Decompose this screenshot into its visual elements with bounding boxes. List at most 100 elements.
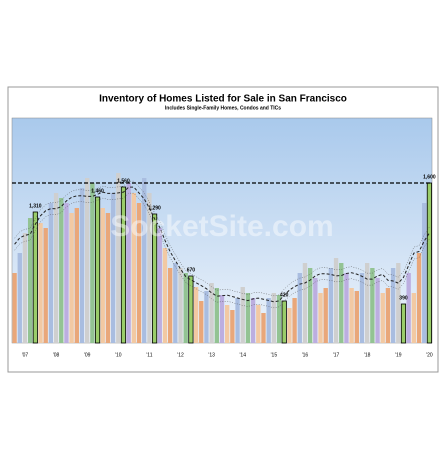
bar [359,273,365,343]
bar [142,178,147,343]
bar [411,293,417,343]
data-label: 1,600 [423,174,436,180]
bar [235,298,240,343]
bar [313,278,318,343]
bar [167,268,173,343]
bar [131,193,137,343]
x-tick-label: '07 [22,352,29,358]
bar [59,198,64,343]
bar [302,263,308,343]
bar [426,182,432,344]
data-label: 1,560 [117,178,130,184]
bar [354,291,359,343]
bar [416,253,422,343]
data-label: 390 [399,295,408,301]
x-tick-label: '18 [364,352,371,358]
bar [250,298,256,343]
bar [297,273,302,343]
bar [370,268,375,343]
x-tick-label: '13 [208,352,215,358]
bar [422,203,427,343]
chart-title: Inventory of Homes Listed for Sale in Sa… [99,94,347,105]
bar [162,248,168,343]
bar [339,263,344,343]
bar [365,263,370,343]
bar [110,193,116,343]
x-tick-label: '11 [146,352,152,358]
bar [333,258,339,343]
data-label: 1,460 [91,188,104,194]
bar [85,178,90,343]
bar [400,303,407,344]
bar [116,173,121,343]
bar [188,275,194,344]
bar [307,268,313,343]
x-tick-label: '20 [426,352,433,358]
bar [173,263,178,343]
trend-line [14,186,430,303]
watermark: SocketSite.com [110,210,333,243]
bar [53,193,59,343]
bar [287,308,292,343]
x-tick-label: '17 [333,352,340,358]
bar [22,233,28,343]
bar [328,268,334,343]
x-tick-label: '12 [177,352,184,358]
bar [406,273,411,343]
bar [105,213,111,343]
bar [193,287,199,343]
bar [204,291,209,343]
x-tick-label: '14 [239,352,246,358]
bar [245,293,251,343]
bar [318,293,323,343]
bar [32,211,38,344]
chart-subtitle: Includes Single-Family Homes, Condos and… [165,105,281,111]
bar [38,223,43,343]
bar [266,298,271,343]
trend-band [14,180,430,297]
x-tick-label: '15 [271,352,278,358]
bar [209,283,214,343]
bar [323,288,328,343]
bar [178,268,183,343]
bar [225,305,230,343]
bar [48,203,54,343]
bar [74,208,79,343]
bar [349,288,354,343]
bar [271,293,277,343]
bar [344,273,349,343]
bar [380,293,385,343]
bar [261,313,266,343]
bar [120,186,127,344]
bar [214,288,219,343]
bar [147,193,152,343]
bar [157,228,162,343]
bar [183,273,188,343]
bar [276,295,282,343]
bar [240,287,245,343]
bar [256,305,261,343]
bar [126,183,131,343]
bar [390,268,396,343]
x-tick-label: '10 [115,352,122,358]
bar [230,310,235,343]
bar [396,263,401,343]
bar [375,278,380,343]
bar [43,228,48,343]
bar [17,253,22,343]
data-label: 1,310 [29,203,42,209]
bar [64,203,69,343]
data-label: 670 [187,267,196,273]
bar [281,300,287,344]
bar [12,273,17,343]
bar [90,183,95,343]
bar [69,213,74,343]
bar [219,295,225,343]
x-tick-label: '19 [395,352,402,358]
data-label: 1,290 [148,205,161,211]
bar [199,301,204,343]
bar [292,298,297,343]
bar [100,208,105,343]
bar [27,218,33,343]
